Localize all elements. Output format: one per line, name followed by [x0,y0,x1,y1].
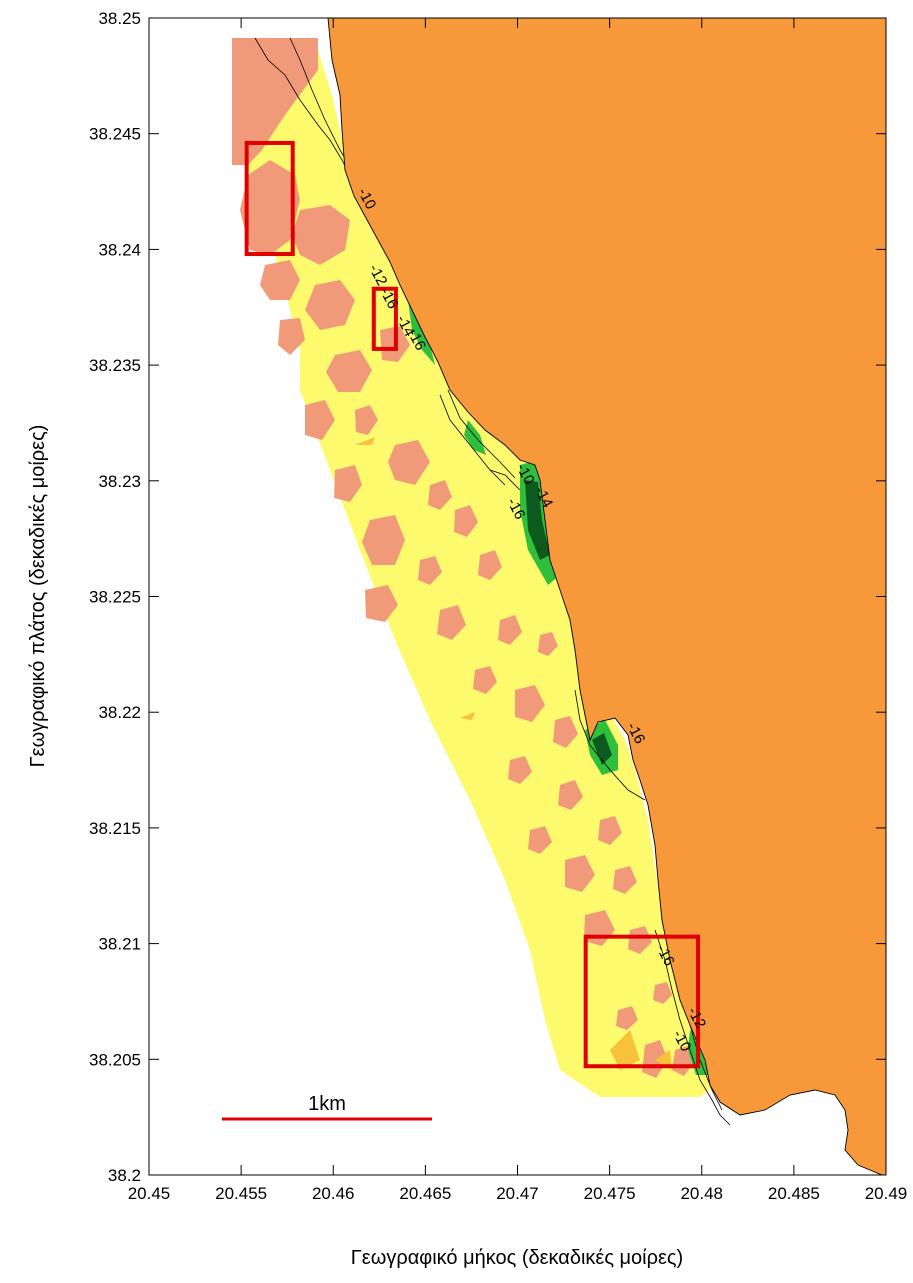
y-tick-label: 38.23 [98,472,141,491]
y-tick-label: 38.205 [89,1050,141,1069]
scale-bar-label: 1km [308,1093,346,1115]
map-layers: -10-12-16-14-16-10-14-16-16-16-10-12 [232,18,886,1175]
y-tick-label: 38.25 [98,9,141,28]
x-tick-label: 20.465 [399,1184,451,1203]
highlight-boxes [244,140,701,1069]
x-tick-label: 20.49 [865,1184,908,1203]
highlight-box-3 [583,934,701,1069]
highlight-box-1 [244,140,295,257]
y-tick-label: 38.225 [89,588,141,607]
y-tick-label: 38.215 [89,819,141,838]
y-tick-label: 38.22 [98,703,141,722]
y-axis-title: Γεωγραφικό πλάτος (δεκαδικές μοίρες) [27,425,49,768]
x-tick-label: 20.45 [128,1184,171,1203]
x-tick-label: 20.475 [584,1184,636,1203]
highlight-box-2 [371,286,398,351]
y-tick-label: 38.235 [89,356,141,375]
y-tick-label: 38.24 [98,240,141,259]
y-tick-label: 38.21 [98,935,141,954]
x-tick-label: 20.485 [768,1184,820,1203]
x-tick-label: 20.48 [680,1184,723,1203]
scale-bar: 1km [222,1093,432,1121]
x-tick-label: 20.455 [215,1184,267,1203]
x-axis-title: Γεωγραφικό μήκος (δεκαδικές μοίρες) [351,1247,683,1269]
y-tick-label: 38.245 [89,125,141,144]
y-tick-label: 38.2 [108,1166,141,1185]
x-tick-label: 20.46 [312,1184,355,1203]
y-axis: 38.25 38.245 38.24 38.235 38.23 38.225 38.22 38… [89,9,886,1185]
x-axis: 20.45 20.455 20.46 20.465 20.47 20.475 20.48 20… [128,18,908,1203]
land-area [327,18,886,1175]
x-tick-label: 20.47 [496,1184,539,1203]
